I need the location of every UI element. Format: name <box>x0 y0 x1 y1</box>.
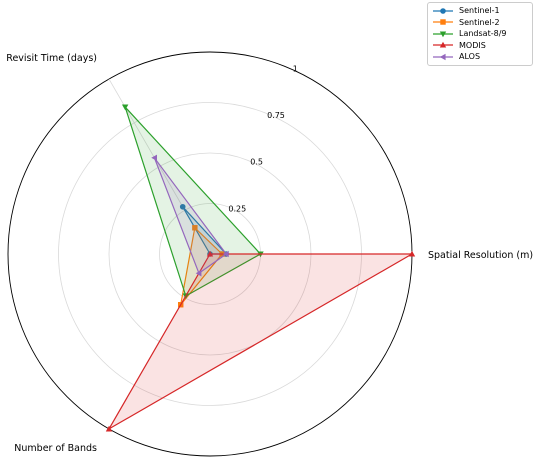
axis-label-revisit-time-days: Revisit Time (days) <box>6 53 97 64</box>
data-point-modis-2 <box>206 250 214 257</box>
legend-item-sentinel-1: Sentinel-1 <box>432 5 528 17</box>
legend-item-sentinel-2: Sentinel-2 <box>432 17 528 29</box>
data-point-modis-0 <box>408 250 416 257</box>
radial-tick-label: 0.25 <box>228 204 246 213</box>
data-point-alos-2 <box>151 154 158 161</box>
legend-label-sentinel-2: Sentinel-2 <box>459 17 500 27</box>
data-point-sentinel-2-2 <box>192 225 198 231</box>
data-point-landsat-8-9-2 <box>121 104 129 111</box>
legend-marker-alos <box>433 53 453 60</box>
legend-marker-sentinel-1 <box>433 7 453 14</box>
series-line-sentinel-2 <box>180 227 223 306</box>
legend-item-modis: MODIS <box>432 40 528 52</box>
series-area-sentinel-2 <box>180 227 223 305</box>
series-modis <box>105 250 416 432</box>
series-line-landsat-8-9 <box>124 106 262 297</box>
series-line-alos <box>153 157 227 274</box>
legend-item-alos: ALOS <box>432 51 528 63</box>
data-point-alos-1 <box>195 270 202 277</box>
axis-label-number-of-bands: Number of Bands <box>14 443 97 454</box>
radial-tick-label: 0.5 <box>250 158 263 167</box>
radar-series <box>105 104 416 432</box>
legend-marker-shape <box>440 19 446 25</box>
legend-label-landsat: Landsat-8/9 <box>459 29 507 39</box>
series-landsat-8-9 <box>121 104 264 300</box>
legend-marker-sentinel-2 <box>433 19 453 25</box>
axis-label-spatial-resolution-m: Spatial Resolution (m) <box>428 250 533 261</box>
legend-label-sentinel-1: Sentinel-1 <box>459 6 500 16</box>
data-point-sentinel-1-2 <box>179 203 186 210</box>
legend-label-modis: MODIS <box>459 40 486 50</box>
chart-legend: Sentinel-1 Sentinel-2 Landsat-8/9 MODIS … <box>427 2 533 66</box>
series-area-alos <box>154 157 227 274</box>
series-alos <box>151 154 229 277</box>
legend-marker-shape <box>439 53 446 60</box>
legend-marker-shape <box>439 42 447 48</box>
legend-item-landsat: Landsat-8/9 <box>432 28 528 40</box>
data-point-alos-0 <box>222 250 229 258</box>
legend-marker-shape <box>440 7 446 14</box>
series-area-landsat-8-9 <box>125 107 261 296</box>
legend-marker-landsat <box>433 31 453 37</box>
radial-tick-label: 1 <box>293 64 298 73</box>
legend-marker-modis <box>433 42 453 48</box>
legend-marker-shape <box>439 31 447 37</box>
radar-labels: 0.25 0.5 0.75 1 Spatial Resolution (m) Number… <box>6 53 533 454</box>
radial-tick-label: 0.75 <box>267 111 285 120</box>
legend-label-alos: ALOS <box>459 52 481 62</box>
data-point-modis-1 <box>105 425 113 432</box>
series-line-modis <box>108 253 413 430</box>
